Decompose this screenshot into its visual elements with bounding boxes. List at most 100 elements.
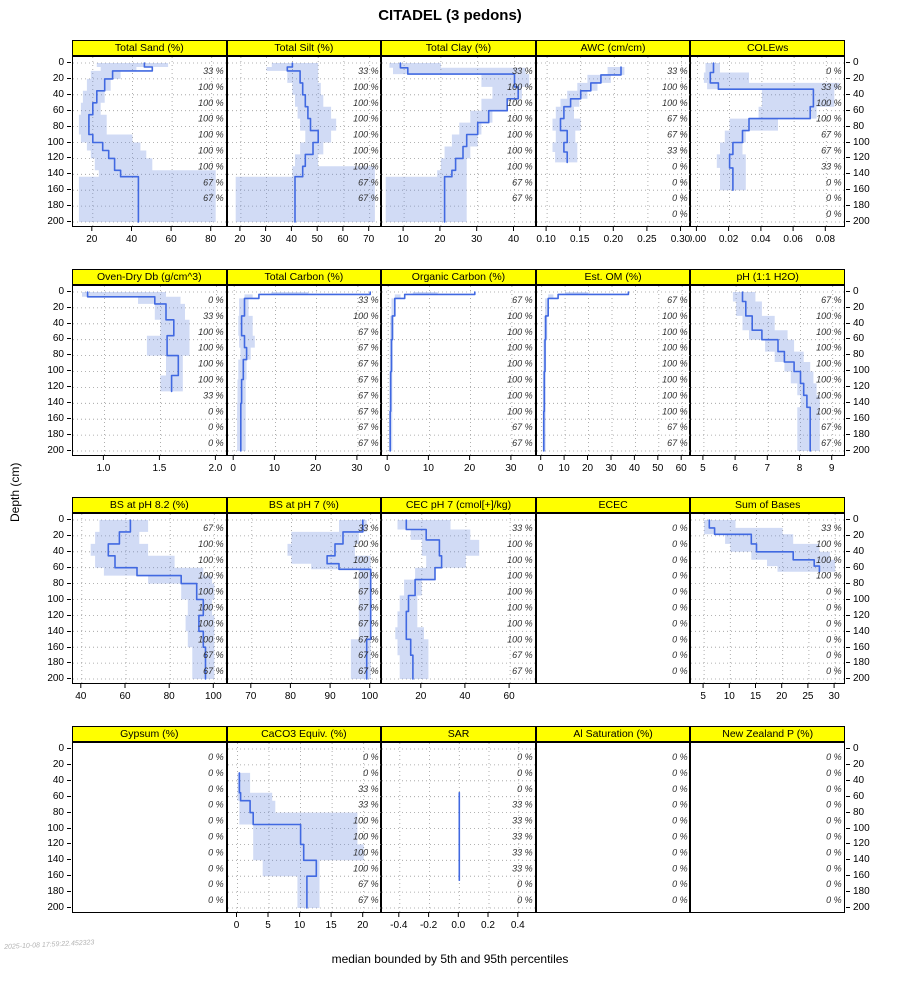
median-line	[325, 519, 372, 681]
contrib-pct-label: 100 %	[662, 342, 688, 352]
contrib-pct-label: 100 %	[353, 82, 379, 92]
contrib-pct-label: 67 %	[358, 587, 379, 597]
depth-tick-label: 180	[47, 657, 64, 669]
panel-chart-awc-cm-cm: 33 % 100 % 100 % 67 % 67 % 33 % 0 % 0 % 0 % 0 %	[536, 57, 692, 228]
contrib-pct-label: 67 %	[512, 295, 533, 305]
depth-tick-mark	[846, 306, 850, 308]
panel-caco3-equiv: 0 % 0 % 33 % 33 % 100 % 100 % 100 % 100 % 67 % 67…	[226, 742, 383, 914]
contrib-pct-label: 67 %	[358, 342, 379, 352]
depth-tick-label: 0	[853, 743, 859, 754]
depth-tick-mark	[67, 370, 71, 372]
depth-tick-mark	[67, 306, 71, 308]
contrib-pct-label: 100 %	[198, 146, 224, 156]
depth-tick-mark	[67, 77, 71, 79]
panel-title-total-clay: Total Clay (%)	[425, 42, 492, 54]
panel-oven-dry-db-g-cm-3: 0 % 33 % 100 % 100 % 100 % 100 % 33 % 0 % 0 % 0 %	[72, 284, 228, 457]
depth-tick-label: 80	[52, 577, 64, 589]
depth-tick-label: 140	[853, 397, 870, 408]
depth-tick-label: 120	[853, 609, 870, 621]
depth-tick-label: 20	[853, 530, 865, 542]
depth-tick-label: 0	[853, 514, 859, 526]
depth-tick-label: 60	[853, 562, 865, 573]
depth-tick-mark	[846, 582, 850, 584]
contrib-pct-label: 0 %	[517, 879, 533, 889]
depth-tick-mark	[846, 221, 850, 222]
depth-tick-label: 0	[58, 514, 64, 526]
panel-strip-total-silt: Total Silt (%)	[226, 40, 382, 56]
contrib-pct-label: 100 %	[198, 603, 224, 613]
depth-tick-label: 200	[853, 216, 870, 227]
contrib-pct-label: 33 %	[512, 816, 533, 826]
panel-strip-bs-at-ph-8-2: BS at pH 8.2 (%)	[72, 497, 227, 514]
panel-chart-colews: 0 % 33 % 100 % 100 % 67 % 67 % 33 % 0 % 0 % 0 %	[691, 57, 846, 228]
x-tick-label: 80	[164, 691, 176, 702]
panel-total-carbon: 33 % 100 % 67 % 67 % 67 % 67 % 67 % 67 % 67 % 67 …	[226, 284, 383, 457]
contrib-pct-label: 67 %	[203, 650, 224, 660]
x-tick-label: 30	[471, 234, 483, 245]
panel-sar: 0 % 0 % 0 % 33 % 33 % 33 % 33 % 33 % 0 % 0 %	[381, 742, 537, 914]
contrib-pct-label: 67 %	[358, 879, 379, 889]
depth-tick-mark	[846, 519, 850, 521]
x-tick-label: 20	[464, 463, 476, 474]
x-tick-label: 5	[265, 920, 271, 931]
x-tick-label: 30	[506, 463, 518, 474]
depth-tick-mark	[846, 205, 850, 207]
depth-tick-mark	[67, 173, 71, 175]
x-tick-label: 40	[75, 691, 87, 702]
depth-tick-label: 80	[853, 120, 865, 132]
x-axis-awc-cm-cm: 0.10 0.15 0.20 0.25 0.30	[536, 227, 690, 245]
contrib-pct-label: 0 %	[208, 816, 224, 826]
contrib-pct-label: 0 %	[826, 635, 842, 645]
contrib-pct-label: 67 %	[358, 326, 379, 336]
contrib-pct-label: 100 %	[816, 539, 842, 549]
depth-tick-mark	[846, 62, 850, 63]
depth-tick-mark	[67, 630, 71, 632]
depth-tick-label: 20	[52, 72, 64, 84]
contrib-pct-label: 100 %	[507, 98, 533, 108]
x-axis-total-carbon: 0 10 20 30	[230, 455, 362, 474]
depth-tick-mark	[846, 449, 850, 451]
contrib-pct-label: 100 %	[507, 342, 533, 352]
axis-ticks: 40 60 80 100	[75, 684, 222, 702]
depth-tick-mark	[846, 811, 850, 813]
contrib-pct-label: 0 %	[826, 209, 842, 219]
contrib-pct-label: 0 %	[208, 784, 224, 794]
panel-strip-cec-ph-7-cmol-kg: CEC pH 7 (cmol[+]/kg)	[381, 497, 536, 514]
panel-new-zealand-p: 0 % 0 % 0 % 0 % 0 % 0 % 0 % 0 % 0 % 0 %	[690, 742, 845, 913]
depth-tick-label: 100	[47, 365, 64, 377]
depth-tick-mark	[846, 779, 850, 781]
x-tick-label: 20	[777, 691, 789, 702]
x-tick-label: 0.4	[511, 920, 525, 931]
x-tick-label: 0.04	[752, 234, 772, 245]
depth-tick-mark	[846, 125, 850, 127]
contrib-pct-label: 67 %	[358, 438, 379, 448]
panel-title-colews: COLEws	[746, 42, 789, 54]
x-tick-label: 60	[166, 234, 178, 245]
depth-tick-mark	[846, 370, 850, 372]
contrib-pct-label: 67 %	[203, 177, 224, 187]
panel-chart-est-om: 67 % 100 % 100 % 100 % 100 % 100 % 100 % 100 % 6…	[536, 285, 692, 457]
gridlines	[227, 743, 383, 914]
contrib-pct-label: 33 %	[512, 800, 533, 810]
panel-est-om: 67 % 100 % 100 % 100 % 100 % 100 % 100 % 100 % 6…	[535, 284, 692, 457]
contrib-pct-label: 0 %	[826, 879, 842, 889]
depth-tick-label: 40	[52, 88, 64, 100]
gridlines	[227, 57, 383, 228]
median-line	[542, 290, 629, 452]
depth-tick-mark	[67, 338, 71, 340]
x-tick-label: 80	[284, 691, 296, 702]
panel-title-oven-dry-db-g-cm-3: Oven-Dry Db (g/cm^3)	[96, 270, 202, 283]
contrib-pct-label: 0 %	[517, 784, 533, 794]
median-line	[709, 62, 815, 191]
depth-tick-label: 120	[47, 381, 64, 393]
depth-tick-label: 140	[47, 168, 64, 180]
x-tick-label: 20	[435, 234, 447, 245]
x-tick-label: 10	[558, 463, 570, 474]
depth-tick-label: 180	[853, 200, 870, 212]
contrib-pct-label: 0 %	[826, 832, 842, 842]
contrib-pct-label: 33 %	[358, 66, 379, 76]
contrib-pct-label: 0 %	[672, 587, 688, 597]
contrib-pct-label: 100 %	[816, 114, 842, 124]
contrib-pct-label: 0 %	[826, 847, 842, 857]
depth-tick-mark	[67, 125, 71, 127]
